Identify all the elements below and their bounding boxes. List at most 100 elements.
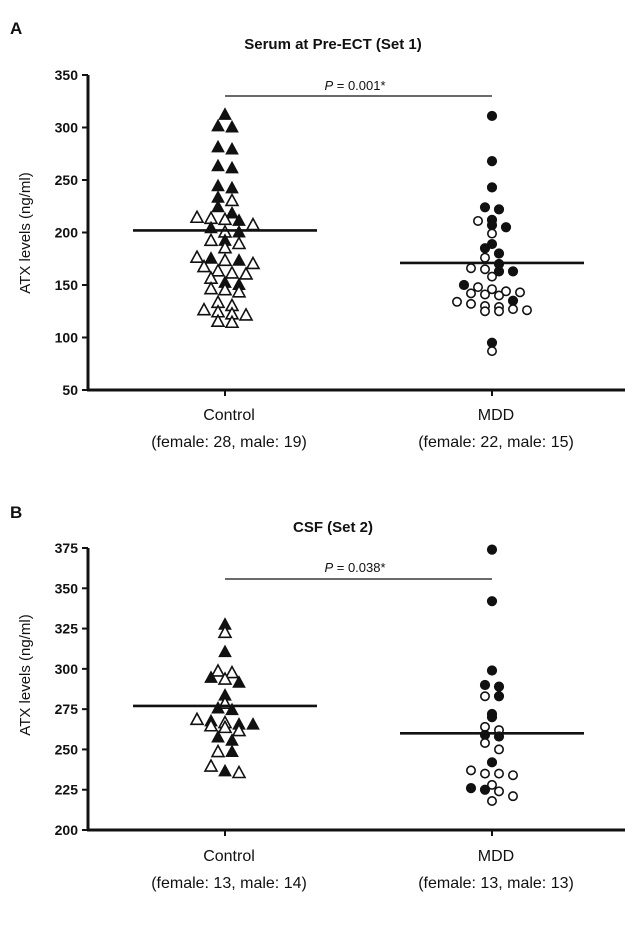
circle-marker-female	[521, 305, 532, 316]
triangle-marker-female	[224, 265, 240, 279]
triangle-marker-female	[217, 719, 233, 734]
y-tick-label: 325	[55, 621, 79, 637]
circle-marker-female	[507, 791, 518, 802]
circle-marker-female	[493, 744, 504, 755]
triangle-marker-male	[232, 253, 246, 266]
circle-marker-male	[479, 202, 491, 213]
circle-marker-female	[493, 786, 504, 797]
triangle-marker-female	[203, 280, 219, 295]
y-ticks-b: 200 225 250 275 300 325 350 375	[55, 540, 88, 838]
triangle-marker-female	[210, 663, 226, 677]
circle-marker-female	[500, 286, 511, 297]
y-tick-label: 350	[55, 580, 79, 596]
triangle-marker-female	[217, 624, 233, 639]
triangle-marker-male	[225, 744, 239, 758]
mean-lines-a	[133, 229, 584, 265]
triangle-marker-female	[203, 758, 219, 772]
chart-title-b: CSF (Set 2)	[293, 519, 373, 536]
circle-marker-female	[479, 306, 490, 317]
circle-marker-female	[472, 215, 483, 226]
circle-marker-male	[458, 279, 470, 291]
y-ticks-a: 50 100 150 200 250 300 350	[55, 67, 88, 398]
panel-a: A Serum at Pre-ECT (Set 1) ATX levels (n…	[10, 19, 625, 451]
circle-marker-female	[451, 296, 462, 307]
p-symbol-b: P	[324, 560, 333, 575]
triangle-marker-female	[224, 314, 240, 329]
triangle-marker-female	[231, 722, 247, 737]
circle-marker-male	[493, 691, 505, 702]
triangle-marker-female	[203, 718, 219, 732]
category-label-mdd-b: MDD	[478, 848, 514, 865]
y-tick-label: 300	[55, 661, 79, 677]
circle-marker-female	[486, 271, 497, 282]
circle-marker-female	[493, 768, 504, 779]
triangle-marker-male	[232, 675, 246, 688]
y-axis-label-b: ATX levels (ng/ml)	[17, 614, 34, 735]
circle-marker-female	[479, 252, 490, 263]
category-label-control-a: Control	[203, 407, 255, 424]
y-tick-label: 275	[55, 701, 79, 717]
triangle-marker-female	[189, 209, 205, 224]
circle-marker-male	[493, 681, 505, 692]
circle-marker-female	[493, 290, 504, 301]
circle-marker-male	[493, 248, 505, 259]
panel-letter-b: B	[10, 503, 22, 522]
y-tick-label: 100	[55, 330, 79, 346]
triangle-marker-male	[211, 158, 225, 172]
y-tick-label: 250	[55, 741, 79, 757]
p-value-text-b: = 0.038*	[333, 560, 385, 575]
triangle-marker-female	[210, 263, 226, 277]
triangle-marker-male	[211, 118, 225, 132]
category-sublabel-mdd-b: (female: 13, male: 13)	[418, 875, 574, 892]
triangle-marker-male	[211, 139, 225, 153]
triangle-marker-male	[225, 206, 239, 219]
triangle-marker-female	[189, 249, 205, 263]
circle-marker-male	[486, 757, 498, 768]
circle-marker-female	[479, 264, 490, 275]
circle-marker-male	[493, 204, 505, 215]
y-tick-label: 200	[55, 822, 79, 838]
y-tick-label: 375	[55, 540, 79, 556]
triangle-marker-male	[225, 160, 239, 174]
triangle-marker-female	[245, 255, 261, 270]
triangle-marker-male	[225, 119, 239, 133]
circle-marker-female	[465, 288, 476, 299]
triangle-marker-male	[218, 644, 232, 658]
category-label-mdd-a: MDD	[478, 407, 514, 424]
triangle-marker-male	[211, 729, 225, 743]
circle-marker-male	[507, 266, 519, 277]
circle-marker-female	[479, 721, 490, 732]
circle-marker-female	[479, 691, 490, 702]
circle-marker-female	[486, 346, 497, 357]
circle-marker-female	[472, 282, 483, 293]
circle-marker-female	[479, 289, 490, 300]
y-tick-label: 350	[55, 67, 79, 83]
panel-b: B CSF (Set 2) ATX levels (ng/ml) 2002252…	[10, 503, 625, 892]
triangle-marker-male	[225, 141, 239, 155]
triangle-marker-male	[225, 180, 239, 194]
panel-letter-a: A	[10, 19, 22, 38]
y-tick-label: 150	[55, 277, 79, 293]
y-tick-label: 300	[55, 120, 79, 136]
triangle-marker-female	[238, 266, 254, 280]
category-label-control-b: Control	[203, 848, 255, 865]
circle-marker-female	[486, 779, 497, 790]
triangle-marker-female	[217, 671, 233, 685]
circle-marker-male	[486, 337, 498, 348]
circle-marker-male	[507, 295, 519, 306]
circle-marker-female	[486, 228, 497, 239]
triangle-marker-female	[217, 282, 233, 296]
triangle-marker-female	[238, 307, 254, 321]
circle-marker-male	[479, 784, 491, 795]
p-value-b: P = 0.038*	[324, 560, 385, 575]
circle-marker-male	[486, 596, 498, 607]
circle-marker-female	[486, 284, 497, 295]
triangle-marker-female	[203, 232, 219, 247]
p-value-a: P = 0.001*	[324, 78, 385, 93]
p-symbol-a: P	[324, 78, 333, 93]
triangle-marker-female	[210, 743, 226, 758]
category-sublabel-control-b: (female: 13, male: 14)	[151, 875, 307, 892]
triangle-marker-male	[211, 178, 225, 192]
circle-marker-male	[486, 220, 498, 231]
